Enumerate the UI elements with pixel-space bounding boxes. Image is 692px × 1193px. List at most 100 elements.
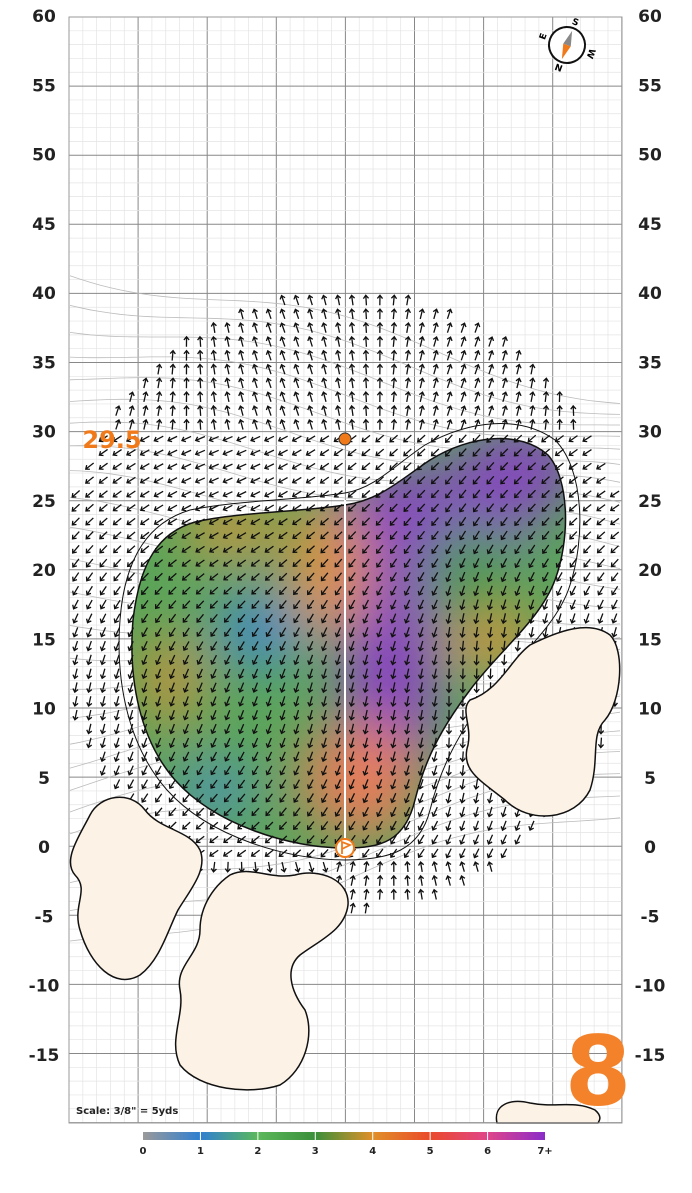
slope-arrow (376, 404, 384, 416)
slope-arrow (486, 861, 493, 872)
slope-arrow (279, 308, 286, 320)
slope-arrow (362, 668, 369, 680)
slope-arrow (404, 349, 412, 361)
slope-arrow (416, 448, 426, 457)
slope-arrow (264, 531, 274, 540)
slope-arrow (112, 435, 122, 443)
slope-arrow (335, 404, 342, 416)
slope-arrow (265, 765, 273, 776)
slope-arrow (140, 572, 149, 582)
slope-arrow (430, 448, 440, 457)
slope-arrow (251, 586, 260, 595)
slope-arrow (376, 321, 384, 333)
slope-arrow (472, 475, 481, 485)
slope-arrow (445, 751, 452, 763)
slope-arrow (403, 599, 411, 610)
slope-arrow (168, 751, 176, 762)
slope-arrow (320, 779, 328, 790)
slope-arrow (85, 490, 94, 498)
slope-arrow (72, 654, 79, 666)
yard-label-right: 40 (638, 284, 662, 304)
slope-arrow (279, 641, 287, 652)
slope-arrow (362, 558, 370, 568)
slope-arrow (431, 640, 438, 652)
slope-arrow (168, 737, 176, 749)
slope-arrow (348, 654, 355, 666)
slope-arrow (126, 558, 136, 568)
slope-arrow (183, 418, 190, 430)
slope-arrow (376, 848, 384, 858)
slope-arrow (596, 531, 606, 540)
slope-arrow (459, 682, 466, 694)
slope-arrow (472, 558, 480, 569)
slope-arrow (126, 462, 136, 470)
slope-arrow (264, 545, 274, 553)
slope-arrow (307, 682, 314, 694)
slope-arrow (182, 723, 189, 735)
slope-arrow (154, 545, 164, 553)
slope-arrow (445, 765, 452, 777)
slope-arrow (223, 807, 232, 816)
slope-arrow (307, 709, 314, 721)
slope-arrow (362, 806, 370, 818)
slope-arrow (500, 489, 509, 499)
slope-arrow (417, 558, 425, 568)
slope-arrow (183, 390, 190, 403)
slope-arrow (154, 779, 162, 790)
slope-arrow (99, 599, 107, 610)
slope-arrow (334, 682, 341, 694)
slope-arrow (486, 489, 495, 499)
slope-arrow (279, 751, 286, 762)
slope-arrow (335, 294, 342, 306)
slope-arrow (320, 849, 329, 858)
slope-arrow (292, 545, 302, 553)
slope-arrow (334, 654, 341, 666)
slope-arrow (250, 518, 261, 526)
slope-arrow (445, 778, 452, 790)
slope-arrow (182, 668, 190, 680)
slope-arrow (348, 627, 355, 638)
legend-label: 0 (140, 1146, 147, 1157)
slope-arrow (459, 737, 466, 749)
slope-arrow (85, 503, 94, 512)
slope-arrow (72, 709, 79, 721)
slope-arrow (307, 336, 314, 347)
slope-arrow (126, 545, 136, 554)
yard-label-left: 10 (32, 700, 56, 720)
slope-arrow (446, 418, 453, 430)
slope-arrow (167, 477, 178, 484)
slope-arrow (141, 600, 149, 610)
slope-arrow (224, 861, 231, 873)
slope-arrow (320, 835, 329, 844)
slope-arrow (596, 462, 606, 470)
slope-arrow (596, 490, 606, 498)
slope-arrow (196, 682, 203, 693)
slope-arrow (431, 751, 438, 763)
slope-arrow (555, 613, 562, 624)
slope-arrow (113, 558, 122, 568)
slope-arrow (237, 668, 245, 679)
slope-arrow (293, 779, 301, 790)
slope-arrow (279, 627, 287, 638)
slope-arrow (417, 544, 425, 554)
slope-arrow (597, 737, 605, 749)
slope-arrow (265, 418, 272, 430)
slope-arrow (362, 585, 370, 596)
slope-arrow (237, 641, 245, 651)
slope-arrow (197, 390, 204, 403)
slope-arrow (222, 545, 233, 553)
slope-arrow (251, 751, 259, 762)
slope-arrow (293, 668, 300, 680)
slope-arrow (224, 335, 231, 347)
slope-arrow (347, 517, 357, 526)
slope-arrow (430, 434, 440, 443)
slope-arrow (167, 435, 178, 443)
slope-arrow (514, 613, 521, 625)
slope-arrow (348, 572, 356, 582)
slope-arrow (141, 682, 148, 694)
slope-arrow (71, 503, 80, 512)
slope-arrow (445, 489, 453, 499)
slope-arrow (403, 572, 411, 582)
slope-arrow (362, 377, 370, 389)
slope-arrow (375, 503, 384, 512)
